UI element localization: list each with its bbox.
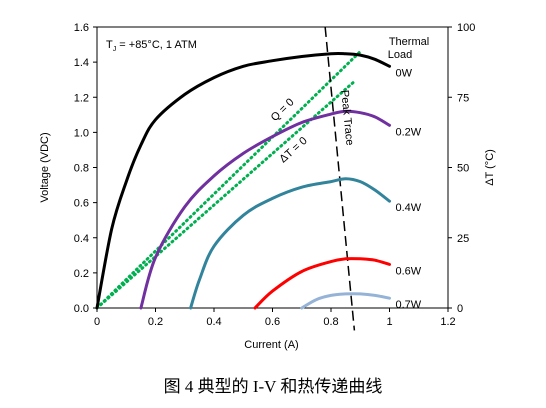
x-tick-label: 0.4: [206, 316, 221, 328]
y-tick-label: 1.0: [74, 127, 89, 139]
y2-tick-label: 50: [457, 163, 469, 175]
y-tick-label: 1.6: [74, 22, 89, 34]
y-tick-label: 1.4: [74, 57, 89, 69]
series-label: 0.6W: [396, 265, 422, 277]
y-tick-label: 0.6: [74, 198, 89, 210]
guide-line: [95, 79, 356, 310]
y-tick-label: 0.0: [74, 303, 89, 315]
series-line: [189, 177, 391, 310]
y-tick-label: 0.2: [74, 268, 89, 280]
y2-tick-label: 0: [457, 303, 463, 315]
series-line: [95, 51, 391, 310]
y2-tick-label: 100: [457, 22, 475, 34]
figure-caption: 图 4 典型的 I-V 和热传递曲线: [163, 377, 383, 396]
y2-tick-label: 75: [457, 92, 469, 104]
guide-line: [95, 50, 362, 310]
y-tick-label: 0.8: [74, 163, 89, 175]
series-label: 0.2W: [396, 126, 422, 138]
condition-annotation: TJ = +85°C, 1 ATM: [106, 39, 197, 53]
legend-title: Thermal: [389, 36, 429, 48]
series-label: 0.7W: [396, 299, 422, 311]
legend-title: Load: [388, 49, 412, 61]
y-tick-label: 0.4: [74, 233, 89, 245]
series-label: 0.4W: [396, 202, 422, 214]
x-axis-title: Current (A): [244, 339, 298, 351]
series-line: [139, 109, 391, 310]
guide-line-label: ΔT = 0: [277, 135, 309, 166]
x-tick-label: 1.2: [440, 316, 455, 328]
guide-line-label: Peak Trace: [338, 89, 355, 146]
guide-line-label: Q = 0: [269, 96, 297, 124]
series-label: 0W: [396, 67, 413, 79]
x-tick-label: 0.6: [265, 316, 280, 328]
y2-axis-title: ΔT (°C): [484, 149, 496, 186]
x-tick-label: 0.8: [323, 316, 338, 328]
series-lines: [95, 51, 391, 310]
x-tick-label: 1: [386, 316, 392, 328]
x-tick-label: 0: [94, 316, 100, 328]
iv-heat-chart: 0 0.2 0.4 0.6 0.8 1 1.2 0.0 0.2 0.4 0.6 0.8 1.0 1.2 1.…: [39, 22, 496, 351]
x-tick-label: 0.2: [148, 316, 163, 328]
y-tick-label: 1.2: [74, 92, 89, 104]
y2-tick-label: 25: [457, 233, 469, 245]
series-line: [253, 257, 391, 310]
chart-labels: 0 0.2 0.4 0.6 0.8 1 1.2 0.0 0.2 0.4 0.6 0.8 1.0 1.2 1.…: [39, 22, 496, 351]
y-axis-title: Voltage (VDC): [39, 132, 51, 202]
series-line: [300, 292, 391, 310]
plot-frame: [93, 26, 452, 312]
